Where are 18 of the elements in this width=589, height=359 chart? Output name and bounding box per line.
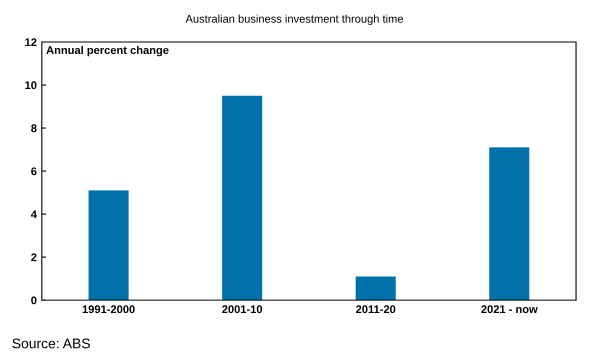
y-tick-label: 10	[25, 81, 37, 90]
y-tick-label: 6	[31, 167, 37, 176]
chart-title: Australian business investment through time	[186, 14, 404, 25]
y-tick-label: 12	[25, 38, 37, 46]
bar	[88, 190, 129, 300]
bar	[356, 276, 396, 300]
x-tick-label: 2011-20	[356, 305, 396, 314]
source-note: Source: ABS	[12, 338, 90, 348]
x-tick-label: 2021 - now	[481, 305, 538, 314]
bar	[489, 147, 530, 300]
y-tick-label: 4	[30, 210, 37, 218]
bar	[222, 96, 262, 300]
y-tick-label: 8	[31, 124, 37, 132]
y-tick-label: 2	[31, 253, 37, 262]
x-tick-label: 1991-2000	[82, 305, 135, 314]
x-tick-label: 2001-10	[222, 305, 262, 314]
y-axis-title: Annual percent change	[46, 46, 169, 56]
y-tick-label: 0	[31, 296, 37, 304]
